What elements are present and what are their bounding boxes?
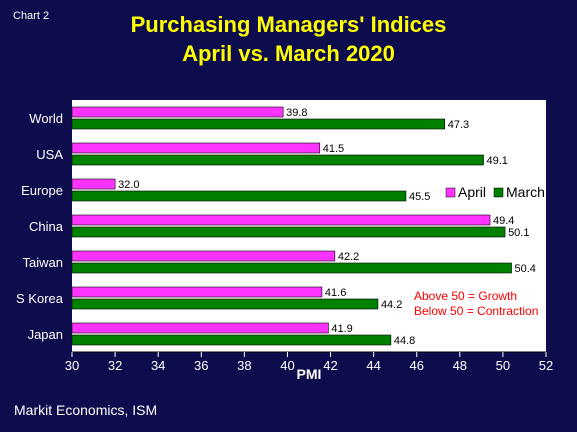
value-label-april-japan: 41.9 xyxy=(331,323,352,335)
bar-march-s-korea xyxy=(71,298,379,310)
value-label-march-europe: 45.5 xyxy=(409,191,430,203)
legend-swatch-april xyxy=(445,187,456,198)
legend-label-march: March xyxy=(506,184,545,200)
annotation-contraction: Below 50 = Contraction xyxy=(414,304,538,318)
value-label-april-taiwan: 42.2 xyxy=(338,251,359,263)
value-labels-layer: 39.8 47.3 41.5 49.1 32.0 45.5 49.450.1 42.2 50.4… xyxy=(118,107,536,347)
category-label-japan: Japan xyxy=(28,327,63,342)
annotation-growth: Above 50 = Growth xyxy=(414,289,517,303)
category-labels-layer: World USA Europe China Taiwan S Korea Japan xyxy=(16,111,64,342)
x-tick-label-48: 48 xyxy=(453,358,467,373)
x-tick-label-52: 52 xyxy=(539,358,553,373)
value-label-april-usa: 41.5 xyxy=(323,143,344,155)
bar-march-taiwan xyxy=(71,262,512,274)
bar-april-europe xyxy=(71,178,116,190)
bar-march-europe xyxy=(71,190,407,202)
x-axis-ticks-layer: 30 32 34 36 38 40 42 44 46 48 50 52 xyxy=(65,351,553,373)
bar-april-world xyxy=(71,106,284,118)
bar-april-usa xyxy=(71,142,321,154)
legend-label-april: April xyxy=(458,184,486,200)
value-label-april-europe: 32.0 xyxy=(118,179,139,191)
bar-april-china xyxy=(71,214,491,226)
category-label-europe: Europe xyxy=(21,183,63,198)
value-label-march-taiwan: 50.4 xyxy=(515,263,536,275)
bar-april-s-korea xyxy=(71,286,323,298)
bar-april-taiwan xyxy=(71,250,336,262)
bar-april-japan xyxy=(71,322,329,334)
chart-title-line-1: Purchasing Managers' Indices xyxy=(130,12,447,37)
chart-number: Chart 2 xyxy=(13,10,50,22)
x-tick-label-38: 38 xyxy=(237,358,251,373)
chart-title-line-2: April vs. March 2020 xyxy=(182,41,395,66)
value-label-march-japan: 44.8 xyxy=(394,335,415,347)
x-tick-label-34: 34 xyxy=(151,358,165,373)
x-tick-label-50: 50 xyxy=(496,358,510,373)
source-note: Markit Economics, ISM xyxy=(14,402,158,418)
x-tick-label-42: 42 xyxy=(323,358,337,373)
bar-march-usa xyxy=(71,154,484,166)
value-label-april-china: 49.4 xyxy=(493,215,514,227)
x-tick-label-36: 36 xyxy=(194,358,208,373)
plot-area xyxy=(72,100,546,352)
value-label-march-usa: 49.1 xyxy=(487,155,508,167)
value-label-march-s-korea: 44.2 xyxy=(381,299,402,311)
x-tick-label-40: 40 xyxy=(280,358,294,373)
x-tick-label-46: 46 xyxy=(409,358,423,373)
value-label-march-world: 47.3 xyxy=(448,119,469,131)
legend: April March xyxy=(445,184,545,200)
bar-march-china xyxy=(71,226,506,238)
x-tick-label-44: 44 xyxy=(366,358,380,373)
x-axis-title: PMI xyxy=(297,366,322,382)
bar-march-world xyxy=(71,118,446,130)
bars-layer xyxy=(71,106,512,346)
category-label-s-korea: S Korea xyxy=(16,291,64,306)
category-label-taiwan: Taiwan xyxy=(23,255,63,270)
value-label-april-s-korea: 41.6 xyxy=(325,287,346,299)
category-label-usa: USA xyxy=(36,147,63,162)
value-label-march-china: 50.1 xyxy=(508,227,529,239)
x-tick-label-30: 30 xyxy=(65,358,79,373)
category-label-china: China xyxy=(29,219,64,234)
category-label-world: World xyxy=(29,111,63,126)
legend-swatch-march xyxy=(493,187,504,198)
bar-march-japan xyxy=(71,334,392,346)
x-tick-label-32: 32 xyxy=(108,358,122,373)
value-label-april-world: 39.8 xyxy=(286,107,307,119)
